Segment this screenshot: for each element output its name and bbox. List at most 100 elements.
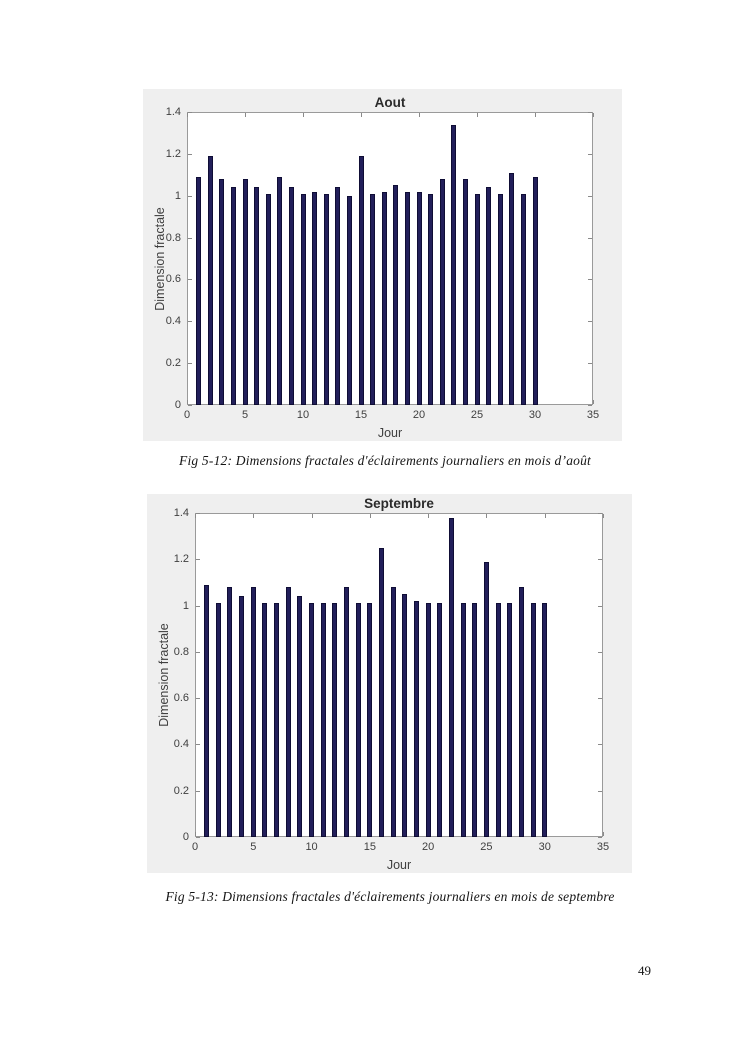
bar-day-21 bbox=[428, 193, 434, 405]
y-tick-label: 1.4 bbox=[173, 507, 189, 519]
y-tick-mark bbox=[598, 790, 602, 792]
bar-day-20 bbox=[416, 191, 422, 405]
x-tick-mark bbox=[253, 514, 255, 518]
x-tick-mark bbox=[593, 113, 594, 117]
y-tick-mark bbox=[196, 837, 200, 838]
y-tick-label: 0.2 bbox=[173, 784, 189, 797]
x-tick-mark bbox=[419, 113, 420, 117]
x-tick-label: 20 bbox=[412, 409, 426, 421]
y-tick-mark bbox=[188, 405, 192, 406]
bar-day-24 bbox=[472, 603, 478, 837]
bar-day-18 bbox=[402, 594, 408, 837]
bar-day-16 bbox=[370, 193, 376, 405]
bar-day-28 bbox=[509, 172, 515, 405]
y-tick-mark bbox=[196, 651, 200, 653]
bar-day-6 bbox=[262, 603, 268, 837]
y-tick-label: 0.2 bbox=[165, 357, 181, 370]
bar-day-23 bbox=[460, 603, 466, 837]
bar-day-22 bbox=[448, 517, 454, 837]
y-tick-mark bbox=[598, 744, 602, 746]
x-tick-mark bbox=[187, 400, 188, 404]
y-tick-mark bbox=[588, 279, 592, 281]
bar-day-12 bbox=[332, 603, 338, 837]
bar-day-15 bbox=[358, 155, 364, 405]
x-tick-label: 30 bbox=[538, 841, 551, 853]
x-tick-mark bbox=[369, 514, 371, 518]
bar-day-3 bbox=[219, 178, 225, 405]
y-tick-mark bbox=[188, 153, 192, 155]
bar-day-13 bbox=[335, 187, 341, 405]
x-axis-label: Jour bbox=[377, 426, 403, 440]
y-tick-label: 0.4 bbox=[165, 315, 181, 328]
bar-day-17 bbox=[381, 191, 387, 405]
y-tick-label: 0.8 bbox=[165, 231, 181, 244]
bar-day-7 bbox=[265, 193, 271, 405]
x-tick-mark bbox=[303, 113, 304, 117]
x-tick-label: 5 bbox=[250, 841, 257, 853]
bar-day-21 bbox=[437, 603, 443, 837]
bar-day-14 bbox=[346, 195, 352, 405]
x-tick-label: 5 bbox=[241, 409, 249, 421]
y-tick-label: 0.4 bbox=[173, 738, 189, 751]
bar-day-5 bbox=[242, 178, 248, 405]
y-tick-label: 1.2 bbox=[173, 553, 189, 566]
x-tick-mark bbox=[187, 113, 188, 117]
y-axis-label: Dimension fractale bbox=[157, 623, 171, 727]
bar-day-18 bbox=[393, 185, 399, 405]
x-tick-mark bbox=[311, 514, 313, 518]
y-tick-mark bbox=[588, 237, 592, 239]
y-tick-mark bbox=[196, 790, 200, 792]
y-tick-mark bbox=[196, 744, 200, 746]
x-tick-label: 35 bbox=[596, 841, 610, 853]
x-tick-label: 25 bbox=[470, 409, 484, 421]
y-tick-mark bbox=[196, 513, 200, 514]
bar-day-9 bbox=[297, 596, 303, 837]
bar-day-19 bbox=[413, 600, 419, 837]
chart-title: Septembre bbox=[364, 496, 434, 511]
bar-day-11 bbox=[320, 603, 326, 837]
bar-day-14 bbox=[355, 603, 361, 837]
x-tick-mark bbox=[603, 514, 604, 518]
bar-day-24 bbox=[462, 178, 468, 405]
y-tick-label: 0.6 bbox=[165, 273, 181, 286]
bar-day-20 bbox=[425, 603, 431, 837]
bar-day-8 bbox=[285, 587, 291, 837]
bar-day-2 bbox=[207, 155, 213, 405]
y-tick-label: 1 bbox=[182, 599, 189, 612]
bar-day-12 bbox=[323, 193, 329, 405]
y-tick-mark bbox=[588, 195, 592, 197]
y-tick-mark bbox=[598, 559, 602, 561]
x-tick-label: 20 bbox=[422, 841, 435, 853]
bar-day-15 bbox=[367, 603, 373, 837]
bar-day-1 bbox=[196, 176, 202, 405]
x-tick-mark bbox=[195, 514, 196, 518]
y-tick-mark bbox=[188, 363, 192, 365]
bar-day-9 bbox=[288, 187, 294, 405]
y-tick-mark bbox=[598, 605, 602, 607]
bar-day-19 bbox=[404, 191, 410, 405]
bar-day-7 bbox=[274, 603, 280, 837]
x-tick-mark bbox=[593, 400, 594, 404]
bar-day-6 bbox=[254, 187, 260, 405]
bar-day-22 bbox=[439, 178, 445, 405]
bar-day-29 bbox=[530, 603, 536, 837]
x-tick-mark bbox=[361, 113, 362, 117]
y-tick-mark bbox=[188, 112, 192, 113]
chart-title: Aout bbox=[374, 95, 406, 110]
x-tick-label: 10 bbox=[296, 409, 310, 421]
bar-day-11 bbox=[312, 191, 318, 405]
bar-day-10 bbox=[309, 603, 315, 837]
page-number: 49 bbox=[638, 963, 651, 978]
y-tick-mark bbox=[598, 837, 602, 838]
y-tick-mark bbox=[188, 195, 192, 197]
x-tick-mark bbox=[477, 113, 478, 117]
bar-day-5 bbox=[250, 587, 256, 837]
bar-day-4 bbox=[239, 596, 245, 837]
y-tick-mark bbox=[598, 651, 602, 653]
bar-day-1 bbox=[204, 584, 210, 837]
x-tick-mark bbox=[544, 514, 546, 518]
y-tick-label: 1.2 bbox=[165, 147, 181, 160]
bar-day-17 bbox=[390, 587, 396, 837]
y-tick-label: 0.8 bbox=[173, 645, 189, 658]
